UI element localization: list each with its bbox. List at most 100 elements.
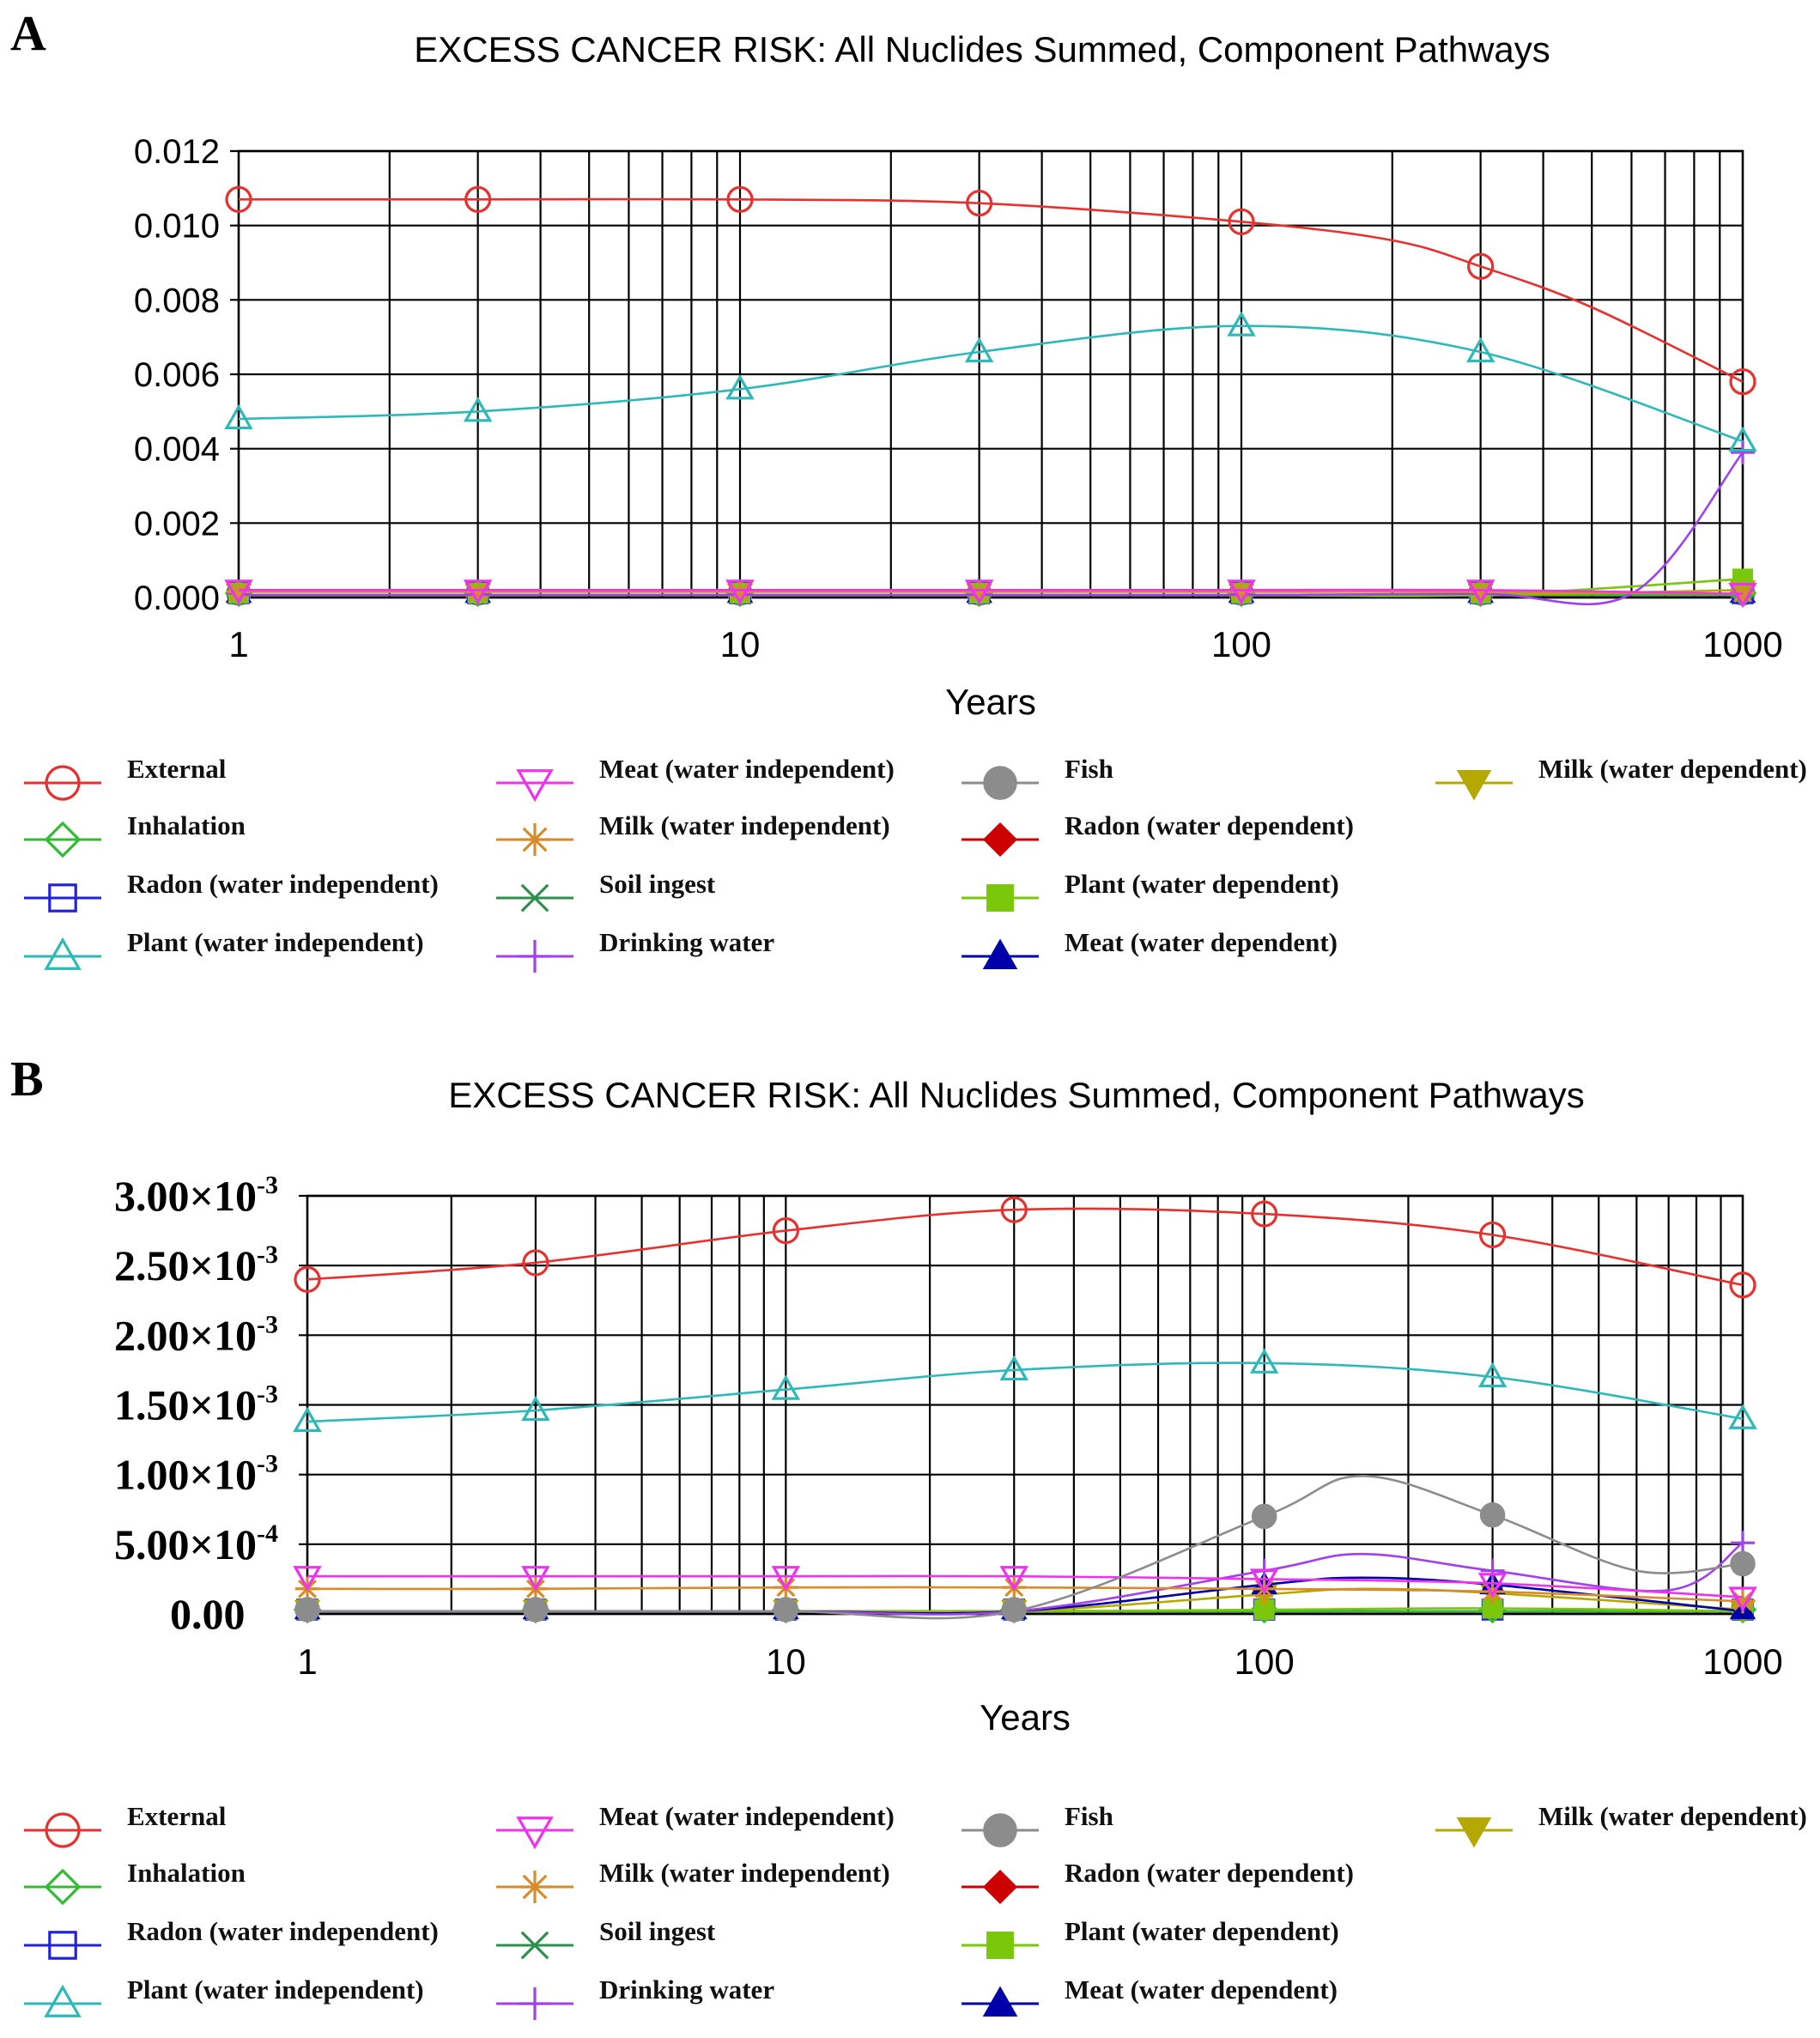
legend-item-radon-water-dependent: Radon (water dependent) xyxy=(962,1858,1354,1905)
legend-marker-plant-water-independent xyxy=(44,937,82,970)
data-point-plant-water-independent xyxy=(1465,337,1495,363)
legend-marker-meat-water-independent xyxy=(516,769,554,803)
panel-b-x-axis-label: Years xyxy=(980,1697,1071,1738)
panel-letter-a: A xyxy=(10,5,46,61)
y-tick-label: 2.00×10-3 xyxy=(114,1310,278,1359)
legend-marker-radon-water-dependent xyxy=(982,822,1018,858)
legend-marker-soil-ingest xyxy=(520,1931,549,1960)
data-point-plant-water-independent xyxy=(725,374,755,400)
legend-label: Milk (water independent) xyxy=(599,1858,890,1888)
legend-item-fish: Fish xyxy=(962,754,1113,800)
y-tick-mantissa: 3.00×10 xyxy=(114,1172,257,1220)
data-point-external xyxy=(1228,208,1255,235)
series-line-meat-water-independent xyxy=(239,588,1744,595)
data-point-drinking-water xyxy=(1731,1531,1755,1556)
panel-b-legend: External Inhalation Radon (water independe… xyxy=(24,1801,1807,2020)
y-tick-label: 0.006 xyxy=(134,356,220,394)
legend-marker-milk-water-dependent xyxy=(1456,770,1492,801)
legend-item-soil-ingest: Soil ingest xyxy=(496,869,716,913)
data-point-plant-water-independent xyxy=(964,337,994,363)
legend-marker-milk-water-independent xyxy=(519,823,551,856)
series-fish xyxy=(294,1474,1756,1623)
legend-label: Meat (water dependent) xyxy=(1065,1974,1338,2005)
x-tick-label: 1 xyxy=(297,1641,317,1682)
data-point-meat-water-independent xyxy=(1465,579,1495,605)
chart-panel-b: EXCESS CANCER RISK: All Nuclides Summed,… xyxy=(24,1075,1807,2020)
y-tick-label: 1.00×10-3 xyxy=(114,1450,278,1499)
legend-label: Meat (water dependent) xyxy=(1065,927,1338,957)
series-plant-water-independent xyxy=(224,311,1757,452)
data-point-meat-water-independent xyxy=(999,1566,1029,1592)
y-tick-label: 2.50×10-3 xyxy=(114,1240,278,1289)
y-tick-mantissa: 0.00 xyxy=(170,1590,246,1638)
data-point-plant-water-independent xyxy=(1249,1348,1279,1374)
data-point-external xyxy=(726,185,754,213)
panel-a-x-axis-label: Years xyxy=(945,682,1036,722)
data-point-external xyxy=(522,1249,549,1277)
data-point-plant-water-independent xyxy=(999,1355,1029,1381)
data-point-plant-water-independent xyxy=(771,1374,801,1400)
legend-label: Milk (water dependent) xyxy=(1538,754,1807,784)
panel-b-series xyxy=(293,1196,1757,1624)
panel-letter-b: B xyxy=(10,1051,44,1107)
legend-marker-drinking-water xyxy=(519,940,551,973)
data-point-external xyxy=(772,1216,799,1245)
panel-a-title: EXCESS CANCER RISK: All Nuclides Summed,… xyxy=(414,29,1550,70)
legend-label: Meat (water independent) xyxy=(599,754,895,784)
panel-a-legend: External Inhalation Radon (water independe… xyxy=(24,754,1807,973)
legend-marker-inhalation xyxy=(44,821,82,858)
legend-marker-radon-water-independent xyxy=(48,883,77,913)
legend-label: Meat (water independent) xyxy=(599,1801,895,1831)
legend-label: External xyxy=(127,1801,227,1831)
legend-label: Fish xyxy=(1065,1801,1113,1831)
legend-marker-soil-ingest xyxy=(520,883,549,913)
legend-label: Plant (water dependent) xyxy=(1065,869,1339,899)
y-tick-exponent: -3 xyxy=(257,1450,278,1478)
data-point-plant-water-independent xyxy=(521,1395,550,1422)
panel-a-series xyxy=(224,185,1757,609)
legend-item-meat-water-independent: Meat (water independent) xyxy=(496,1801,895,1850)
legend-label: External xyxy=(127,754,227,784)
legend-marker-plant-water-independent xyxy=(44,1984,82,2017)
series-line-drinking-water xyxy=(238,452,1744,606)
legend-item-milk-water-independent: Milk (water independent) xyxy=(496,1858,890,1903)
series-plant-water-independent xyxy=(293,1348,1757,1433)
data-point-external xyxy=(1478,1221,1507,1249)
legend-item-plant-water-dependent: Plant (water dependent) xyxy=(962,1916,1339,1959)
legend-marker-meat-water-dependent xyxy=(982,1986,1018,2017)
legend-item-soil-ingest: Soil ingest xyxy=(496,1916,716,1960)
data-point-meat-water-independent xyxy=(463,579,493,605)
y-tick-mantissa: 5.00×10 xyxy=(114,1520,257,1568)
y-tick-mantissa: 2.00×10 xyxy=(114,1311,257,1359)
data-point-fish xyxy=(523,1597,549,1623)
x-tick-label: 100 xyxy=(1211,624,1271,664)
legend-item-inhalation: Inhalation xyxy=(24,810,246,858)
series-meat-water-independent xyxy=(224,579,1757,609)
data-point-plant-water-independent xyxy=(293,1406,322,1433)
y-tick-exponent: -3 xyxy=(257,1310,278,1338)
data-point-fish xyxy=(1730,1550,1756,1577)
data-point-plant-water-independent xyxy=(1477,1362,1508,1388)
y-tick-label: 0.000 xyxy=(134,579,220,617)
x-tick-label: 10 xyxy=(720,624,761,664)
y-tick-label: 0.00 xyxy=(170,1590,246,1638)
y-tick-exponent: -3 xyxy=(257,1240,278,1269)
legend-label: Inhalation xyxy=(127,810,246,840)
legend-marker-external xyxy=(45,765,81,801)
data-point-fish xyxy=(1251,1503,1277,1530)
legend-item-milk-water-dependent: Milk (water dependent) xyxy=(1435,754,1807,801)
legend-label: Fish xyxy=(1065,754,1113,784)
data-point-drinking-water xyxy=(1480,1558,1505,1583)
x-tick-label: 1000 xyxy=(1702,624,1782,664)
x-tick-label: 100 xyxy=(1235,1641,1295,1682)
data-point-meat-water-independent xyxy=(224,579,253,605)
legend-item-plant-water-independent: Plant (water independent) xyxy=(24,1974,424,2017)
data-point-meat-water-independent xyxy=(1728,1586,1757,1612)
y-tick-label: 0.012 xyxy=(134,133,220,171)
data-point-fish xyxy=(1001,1597,1027,1623)
series-line-external xyxy=(238,197,1744,383)
panel-b-x-tick-labels: 1 10 100 1000 xyxy=(297,1641,1782,1682)
legend-item-milk-water-independent: Milk (water independent) xyxy=(496,810,890,856)
panel-b-y-tick-labels: 0.005.00×10-41.00×10-31.50×10-32.00×10-3… xyxy=(114,1171,278,1638)
